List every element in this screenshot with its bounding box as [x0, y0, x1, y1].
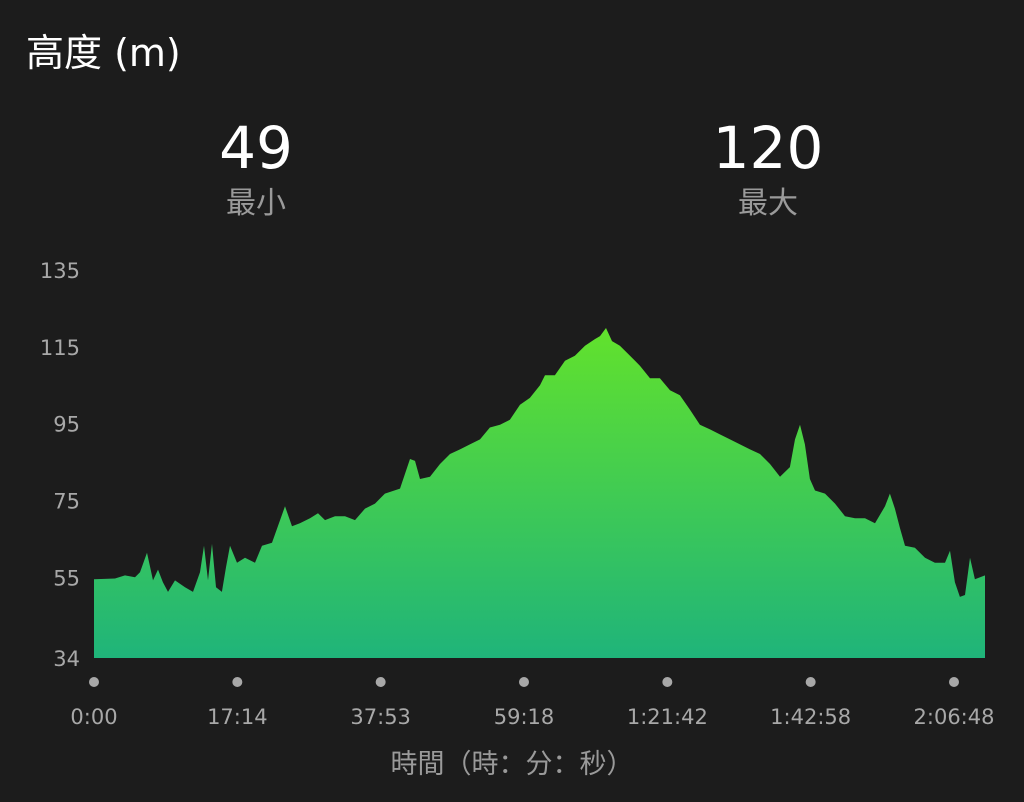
y-tick-label: 95: [53, 413, 80, 437]
y-tick-label: 135: [40, 259, 80, 283]
x-tick-dot: [375, 677, 386, 687]
max-stat: 120 最大: [658, 112, 878, 224]
x-tick-label: 1:21:42: [627, 705, 708, 729]
max-value: 120: [712, 114, 824, 182]
x-tick-label: 0:00: [70, 705, 117, 729]
y-tick-label: 55: [53, 566, 80, 590]
x-axis-label: 時間（時：分：秒）: [390, 749, 634, 780]
y-tick-label: 115: [40, 336, 80, 360]
min-value: 49: [219, 114, 293, 182]
x-tick-dot: [949, 677, 959, 687]
x-tick-label: 37:53: [350, 705, 411, 729]
x-tick-label: 2:06:48: [914, 705, 995, 729]
elevation-area: [94, 328, 985, 658]
x-tick-label: 59:18: [494, 705, 555, 729]
x-tick-label: 1:42:58: [770, 705, 851, 729]
min-label: 最小: [226, 186, 286, 221]
x-tick-dot: [232, 677, 243, 687]
x-tick-dot: [662, 677, 673, 687]
y-tick-label: 75: [53, 489, 80, 513]
y-tick-label: 34: [53, 647, 80, 671]
x-tick-dot: [805, 677, 816, 687]
x-tick-label: 17:14: [207, 705, 268, 729]
chart-title: 高度 (m): [26, 31, 181, 75]
max-label: 最大: [738, 186, 798, 221]
x-tick-dot: [519, 677, 529, 687]
min-stat: 49 最小: [146, 112, 366, 224]
x-tick-dot: [89, 677, 99, 687]
